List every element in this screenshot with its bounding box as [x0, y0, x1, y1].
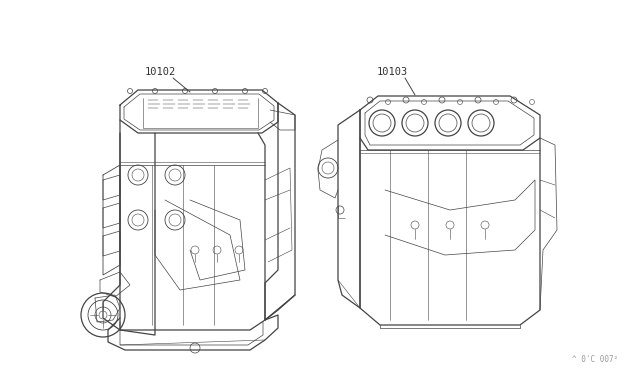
- Text: 10103: 10103: [376, 67, 408, 77]
- Text: 10102: 10102: [145, 67, 175, 77]
- Text: ^ 0'C 007²: ^ 0'C 007²: [572, 356, 618, 365]
